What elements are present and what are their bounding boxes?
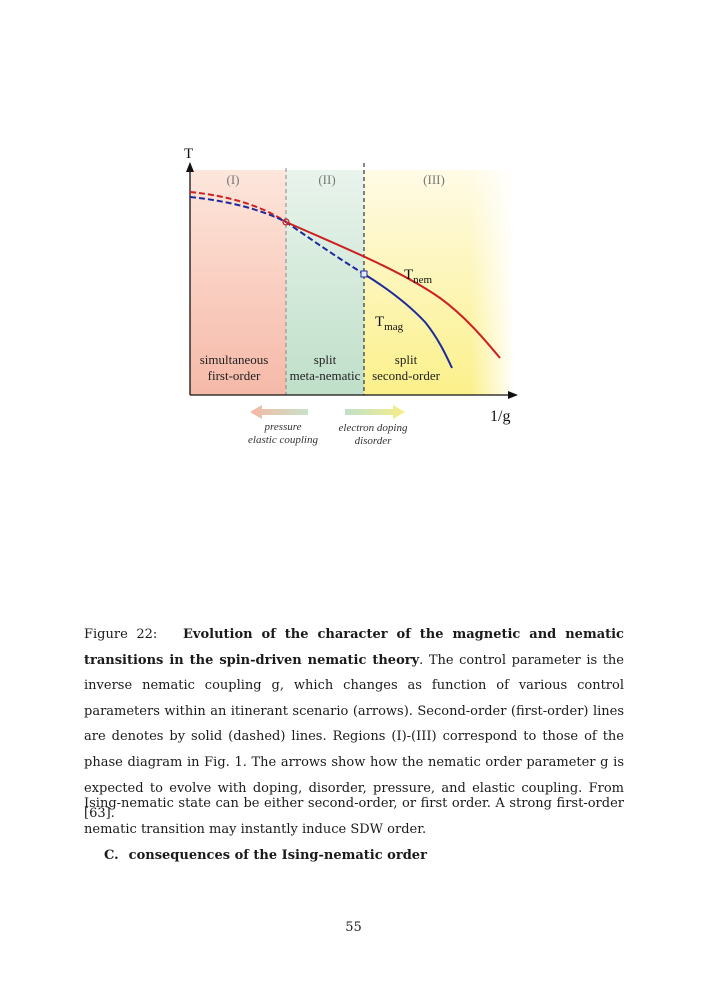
mag-curve-solid xyxy=(363,273,453,369)
t-mag-label: Tmag xyxy=(375,314,404,333)
region-2-shading xyxy=(286,170,364,395)
body-paragraph: Ising-nematic state can be either second… xyxy=(84,796,624,837)
region-1-label: (I) xyxy=(227,172,240,187)
left-arrow xyxy=(250,405,308,419)
t-nem-label: Tnem xyxy=(404,267,433,286)
region-2-desc-line2: meta-nematic xyxy=(290,368,361,383)
x-axis-arrowhead xyxy=(508,391,518,399)
region-3-label: (III) xyxy=(423,172,445,187)
mag-curve-dashed xyxy=(189,196,365,275)
y-axis-label: T xyxy=(184,146,193,162)
region-3-desc-line1: split xyxy=(395,352,418,367)
section-title: consequences of the Ising-nematic order xyxy=(128,848,427,863)
region-3-desc-line2: second-order xyxy=(372,368,441,383)
nem-curve-dashed xyxy=(189,191,287,223)
region-1-desc-line2: first-order xyxy=(208,368,261,383)
left-arrow-label-line2: elastic coupling xyxy=(248,434,318,446)
figure-caption: Figure 22: Evolution of the character of… xyxy=(84,622,624,827)
nem-curve-solid xyxy=(285,221,501,359)
right-arrow xyxy=(345,405,405,419)
right-arrow-label-line2: disorder xyxy=(355,435,393,447)
region-3-fade xyxy=(470,170,515,395)
meta-nematic-point-marker xyxy=(360,270,368,278)
page-number: 55 xyxy=(345,920,362,935)
caption-title: Evolution of the character of the magnet… xyxy=(84,627,624,668)
caption-text: . The control parameter is the inverse n… xyxy=(84,652,624,822)
region-1-shading xyxy=(190,170,286,395)
x-axis-label: 1/g xyxy=(490,408,510,425)
section-number: C. xyxy=(104,848,119,863)
section-heading: C. consequences of the Ising-nematic orde… xyxy=(104,843,427,868)
left-arrow-label-line1: pressure xyxy=(263,421,301,433)
right-arrow-label-line1: electron doping xyxy=(339,422,408,434)
y-axis-arrowhead xyxy=(186,162,194,172)
caption-label: Figure 22: xyxy=(84,627,158,642)
region-1-desc-line1: simultaneous xyxy=(200,352,269,367)
region-2-label: (II) xyxy=(318,172,335,187)
tricritical-point-marker xyxy=(282,218,290,226)
phase-diagram-figure: T 1/g (I) (II) (III) Tnem Tmag simultane… xyxy=(184,146,518,447)
region-2-desc-line1: split xyxy=(314,352,337,367)
